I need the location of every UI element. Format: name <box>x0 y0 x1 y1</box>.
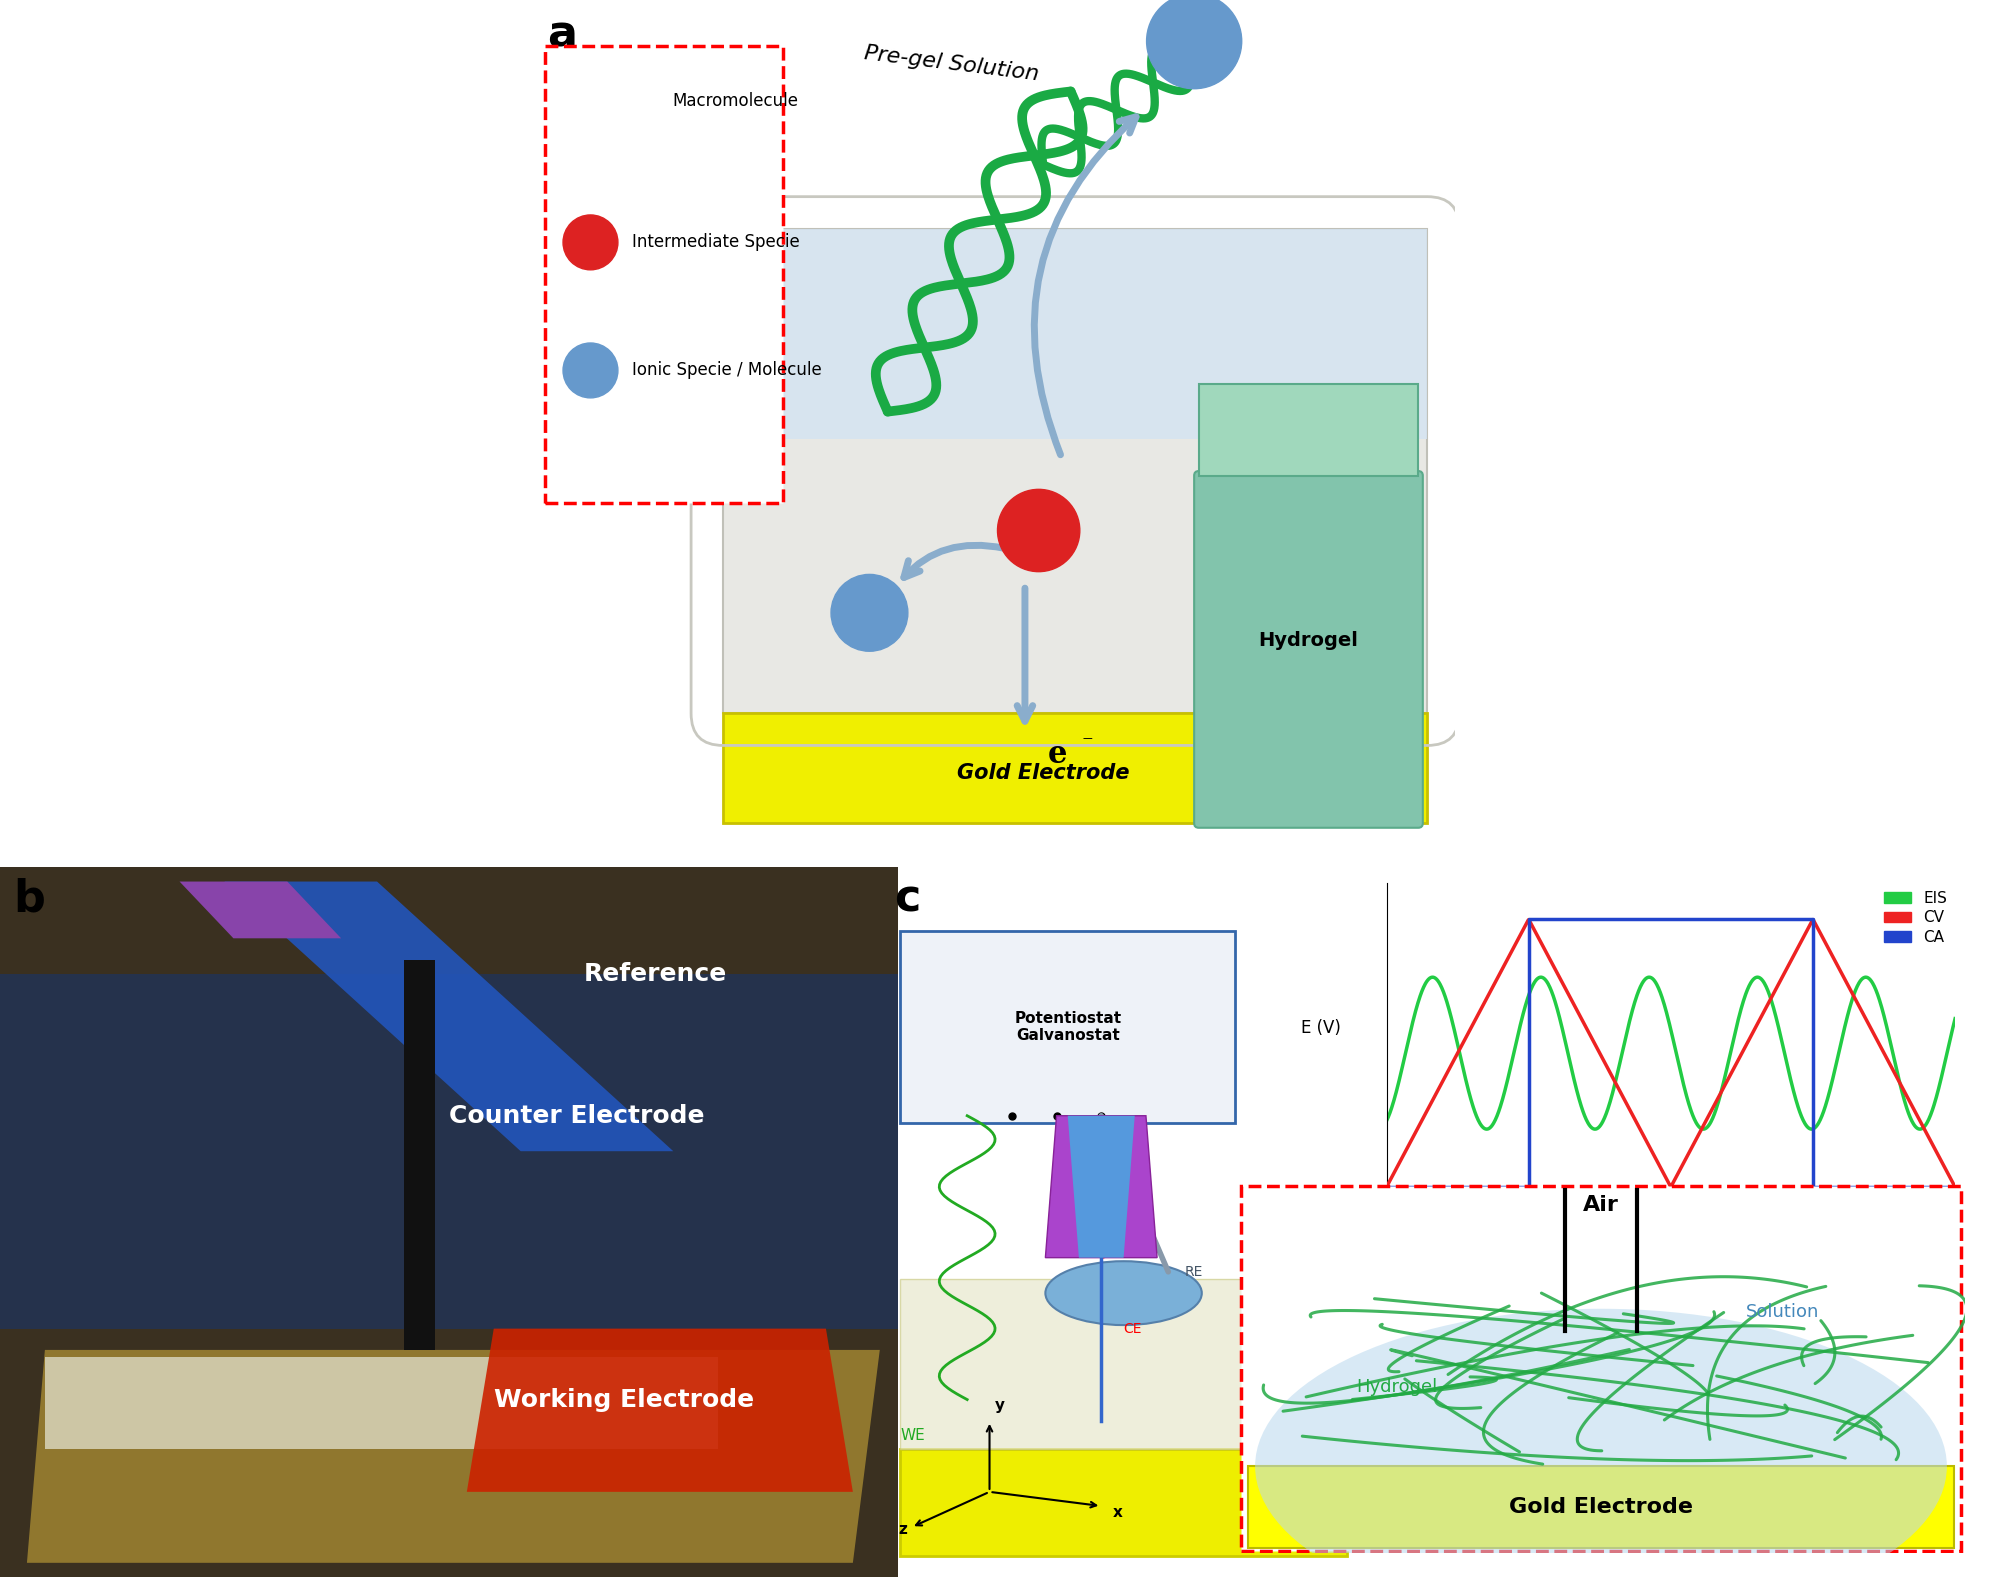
Text: Gold Electrode: Gold Electrode <box>958 763 1129 782</box>
Legend: EIS, CV, CA: EIS, CV, CA <box>1883 891 1947 945</box>
CV <box>1943 1178 1967 1197</box>
Bar <box>545 46 782 503</box>
EIS <box>1432 986 1456 1005</box>
Polygon shape <box>467 1328 854 1492</box>
Text: CE: CE <box>1123 1322 1141 1336</box>
Text: Intermediate Specie: Intermediate Specie <box>632 233 800 251</box>
CV <box>1829 962 1853 981</box>
Text: RE: RE <box>1185 1265 1203 1279</box>
Text: z: z <box>898 1522 908 1538</box>
CA <box>1516 910 1540 929</box>
Text: Working Electrode: Working Electrode <box>495 1388 754 1411</box>
Text: x: x <box>1113 1504 1123 1520</box>
Text: c: c <box>894 878 922 921</box>
Polygon shape <box>180 882 341 938</box>
CV <box>1819 943 1843 962</box>
Bar <box>46 1356 718 1449</box>
Ellipse shape <box>1045 1262 1201 1325</box>
Bar <box>1247 1467 1955 1547</box>
Circle shape <box>998 489 1079 572</box>
Text: e: e <box>1047 740 1067 770</box>
Polygon shape <box>900 1279 1347 1449</box>
EIS <box>1829 1035 1853 1053</box>
CA <box>1943 1178 1967 1197</box>
Text: Gold Electrode: Gold Electrode <box>1508 1497 1694 1517</box>
Line: EIS: EIS <box>1387 978 1955 1129</box>
Text: Macromolecule: Macromolecule <box>672 91 798 110</box>
CV <box>1626 1115 1650 1134</box>
Circle shape <box>563 214 618 270</box>
Text: Hydrogel: Hydrogel <box>1259 631 1359 650</box>
FancyBboxPatch shape <box>1195 472 1422 828</box>
Text: a: a <box>547 14 577 57</box>
CV <box>1766 976 1790 995</box>
Line: CV: CV <box>1387 919 1955 1187</box>
Line: CA: CA <box>1387 919 1955 1187</box>
Bar <box>0 973 898 1328</box>
Text: Ionic Specie / Molecule: Ionic Specie / Molecule <box>632 361 822 380</box>
CA <box>1801 1178 1825 1197</box>
Circle shape <box>563 342 618 397</box>
Polygon shape <box>1199 385 1418 476</box>
Circle shape <box>1147 0 1241 88</box>
Polygon shape <box>722 713 1426 823</box>
CA <box>1375 1178 1398 1197</box>
Text: Counter Electrode: Counter Electrode <box>449 1104 704 1128</box>
CA <box>1801 910 1825 929</box>
Text: Solution: Solution <box>1746 1304 1819 1322</box>
Text: ⁻: ⁻ <box>1081 733 1093 752</box>
Polygon shape <box>223 882 674 1151</box>
EIS <box>1375 1112 1398 1131</box>
Bar <box>403 959 435 1350</box>
Text: Potentiostat
Galvanostat: Potentiostat Galvanostat <box>1013 1011 1121 1044</box>
CV <box>1606 1076 1630 1094</box>
Text: WE: WE <box>900 1427 926 1443</box>
EIS <box>1819 1079 1843 1098</box>
CA <box>1943 1178 1967 1197</box>
FancyBboxPatch shape <box>900 930 1235 1123</box>
Text: Air: Air <box>1584 1195 1618 1214</box>
Ellipse shape <box>1255 1309 1947 1577</box>
EIS <box>1943 1009 1967 1028</box>
Y-axis label: E (V): E (V) <box>1301 1019 1341 1038</box>
Polygon shape <box>1045 1117 1157 1258</box>
CA <box>1375 1178 1398 1197</box>
Polygon shape <box>1067 1117 1135 1258</box>
Text: y: y <box>996 1399 1005 1413</box>
X-axis label: Time (s): Time (s) <box>1638 1197 1704 1214</box>
Polygon shape <box>28 1350 880 1563</box>
Polygon shape <box>722 229 1426 713</box>
CV <box>1516 910 1540 929</box>
Polygon shape <box>900 1449 1347 1555</box>
Text: b: b <box>14 878 46 921</box>
Text: Hydrogel: Hydrogel <box>1357 1378 1438 1396</box>
Polygon shape <box>722 229 1426 438</box>
EIS <box>1626 984 1650 1003</box>
CA <box>1516 1178 1540 1197</box>
Text: Pre-gel Solution: Pre-gel Solution <box>864 44 1039 85</box>
EIS <box>1474 1120 1498 1139</box>
Text: Reference: Reference <box>583 962 726 986</box>
EIS <box>1766 1014 1790 1033</box>
Circle shape <box>832 574 908 651</box>
CV <box>1432 1068 1456 1087</box>
EIS <box>1853 968 1877 987</box>
EIS <box>1606 1066 1630 1085</box>
CV <box>1375 1178 1398 1197</box>
